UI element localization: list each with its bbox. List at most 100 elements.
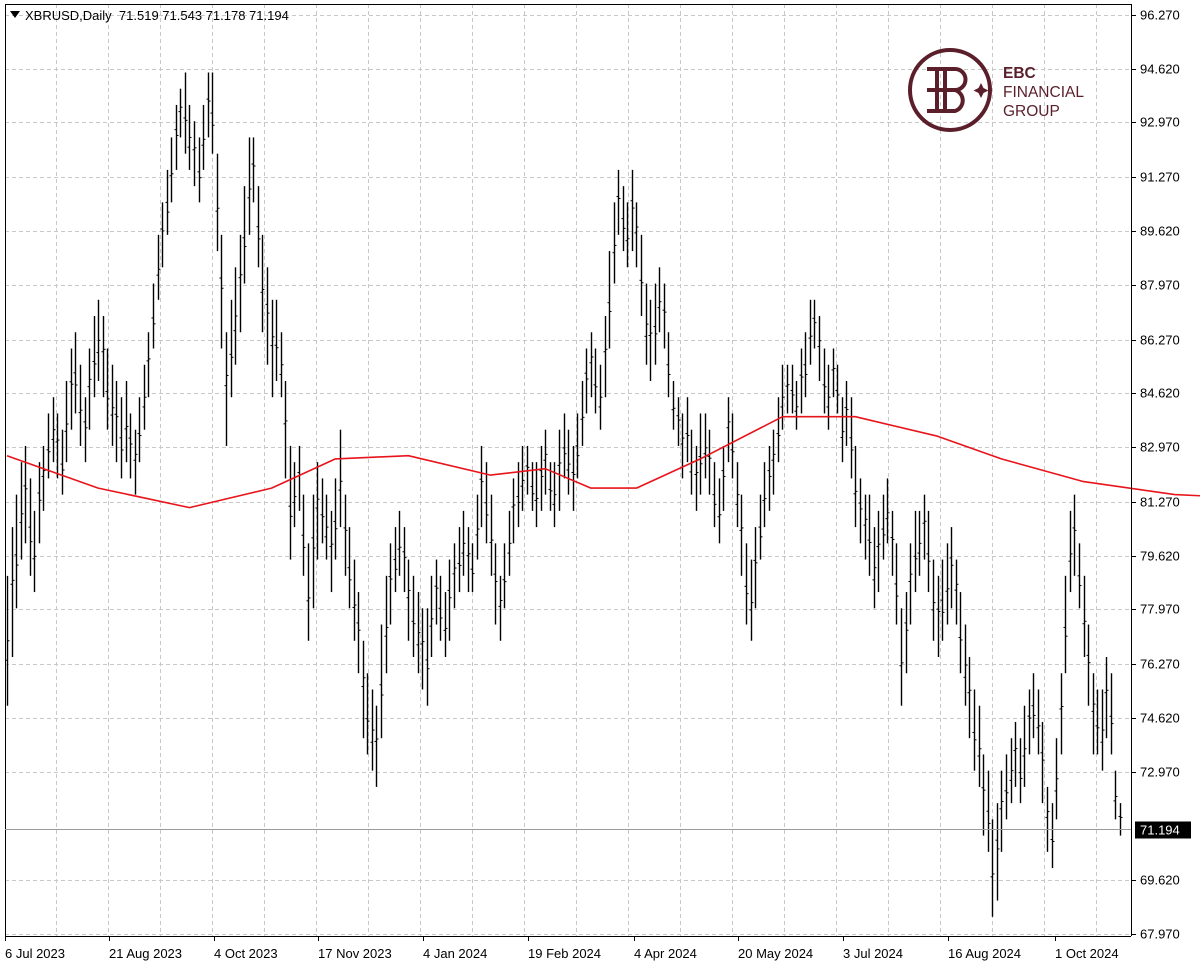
ohlc-bar <box>603 316 608 398</box>
dropdown-triangle-icon[interactable] <box>10 11 20 18</box>
ohlc-bar <box>995 803 1000 901</box>
axes <box>5 4 1136 941</box>
ohlc-bar <box>726 397 731 463</box>
ohlc-bar <box>648 299 653 381</box>
ohlc-bar <box>534 462 539 528</box>
ohlc-bar <box>14 494 19 609</box>
ohlc-bar <box>511 478 516 544</box>
ohlc-bar <box>566 429 571 495</box>
x-tick-label: 4 Jan 2024 <box>423 946 487 961</box>
ohlc-bar <box>297 445 302 511</box>
ohlc-bar <box>762 462 767 528</box>
ohlc-bar <box>1018 738 1023 804</box>
ohlc-bar <box>721 445 726 511</box>
ohlc-bar <box>374 705 379 787</box>
ohlc-bar <box>799 348 804 414</box>
ohlc-bar <box>744 543 749 625</box>
ohlc-bar <box>1054 738 1059 820</box>
ohlc-bar <box>1040 721 1045 804</box>
y-tick-label: 86.270 <box>1140 333 1180 348</box>
ohlc-bar <box>562 413 567 479</box>
ohlc-bar <box>146 332 151 398</box>
ohlc-bar <box>849 397 854 479</box>
ohlc-bar <box>229 299 234 398</box>
ohlc-bar <box>904 592 909 674</box>
ohlc-bar <box>1050 803 1055 869</box>
ohlc-bar <box>612 202 617 284</box>
chart-header[interactable]: XBRUSD,Daily 71.519 71.543 71.178 71.194 <box>10 8 289 23</box>
ohlc-bar <box>96 299 101 381</box>
ohlc-bar <box>949 527 954 609</box>
ohlc-bar <box>256 186 261 268</box>
ohlc-bar <box>872 527 877 609</box>
ohlc-bar <box>926 510 931 593</box>
ohlc-bar <box>119 397 124 479</box>
ohlc-bar <box>835 364 840 414</box>
ohlc-bar <box>981 754 986 836</box>
ohlc-bar <box>712 462 717 528</box>
ohlc-bar <box>812 299 817 349</box>
ohlc-bar <box>397 510 402 576</box>
ohlc-bar <box>917 510 922 576</box>
ohlc-bar <box>5 575 10 706</box>
ohlc-bar <box>379 624 384 739</box>
ohlc-bar <box>580 380 585 446</box>
x-tick-label: 19 Feb 2024 <box>528 946 601 961</box>
ohlc-bar <box>516 462 521 528</box>
ohlc-bar <box>1095 689 1100 755</box>
ohlc-bar <box>461 510 466 576</box>
ohlc-bar <box>767 445 772 511</box>
ohlc-bar <box>306 543 311 641</box>
ohlc-bar <box>498 575 503 641</box>
ohlc-bar <box>694 445 699 511</box>
ohlc-bar <box>87 348 92 430</box>
y-tick-label: 91.270 <box>1140 170 1180 185</box>
y-tick-label: 87.970 <box>1140 278 1180 293</box>
ohlc-bar <box>826 364 831 430</box>
ohlc-bar <box>388 543 393 625</box>
ohlc-bar <box>224 332 229 446</box>
x-tick-label: 1 Oct 2024 <box>1055 946 1119 961</box>
ohlc-bar <box>406 559 411 641</box>
ohlc-bar <box>808 299 813 365</box>
ohlc-bar <box>598 364 603 430</box>
ohlc-bar <box>73 332 78 414</box>
ohlc-bar <box>543 429 548 495</box>
x-tick-label: 4 Oct 2023 <box>214 946 278 961</box>
ohlc-bar <box>393 527 398 593</box>
ohlc-bar <box>1104 657 1109 739</box>
ohlc-bar <box>1045 786 1050 852</box>
y-tick-label: 92.970 <box>1140 115 1180 130</box>
ohlc-bar <box>977 705 982 787</box>
ohlc-bar <box>28 478 33 576</box>
ohlc-bar <box>247 137 252 235</box>
ohlc-bar <box>274 299 279 381</box>
ohlc-bar <box>1082 575 1087 658</box>
ohlc-bar <box>940 559 945 641</box>
ohlc-bar <box>238 234 243 333</box>
ohlc-bar <box>520 445 525 511</box>
ohlc-bar <box>210 72 215 154</box>
ohlc-bar <box>324 494 329 560</box>
ohlc-bar <box>703 413 708 479</box>
ohlc-bar <box>192 121 197 187</box>
ohlc-bar <box>475 494 480 560</box>
ohlc-bar <box>831 348 836 398</box>
ohlc-bar <box>101 316 106 398</box>
ohlc-bar <box>438 575 443 641</box>
ohlc-bar <box>922 494 927 560</box>
ohlc-bar <box>749 559 754 641</box>
ohlc-bar <box>607 251 612 349</box>
x-tick-label: 16 Aug 2024 <box>948 946 1021 961</box>
ohlc-bar <box>958 592 963 674</box>
ohlc-bar <box>183 72 188 154</box>
ohlc-bar <box>776 397 781 463</box>
ohlc-bar <box>931 559 936 641</box>
ohlc-bar <box>466 527 471 593</box>
ohlc-bar <box>867 494 872 576</box>
ohlc-bar <box>361 640 366 739</box>
ohlc-bar <box>151 283 156 349</box>
ohlc-bar <box>936 575 941 658</box>
ohlc-bar <box>1077 543 1082 609</box>
ohlc-bar <box>507 510 512 576</box>
